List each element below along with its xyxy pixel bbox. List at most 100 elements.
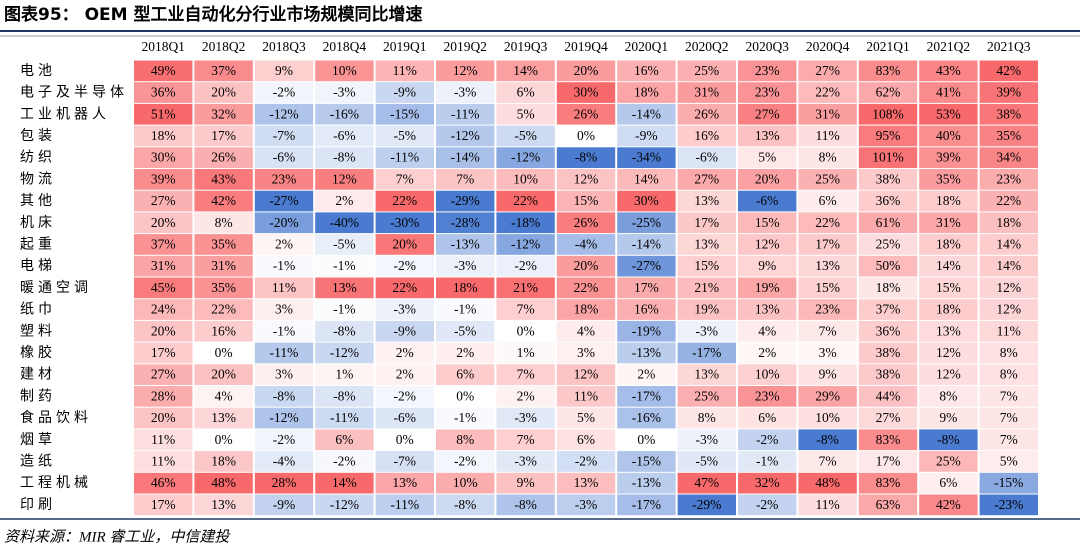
heat-cell [556, 255, 616, 277]
heat-cell [858, 60, 918, 82]
heat-cell [556, 299, 616, 320]
heat-cell [496, 320, 555, 342]
cell-label: 51% [151, 106, 176, 121]
cell-label: 26% [574, 215, 599, 230]
heat-cell [194, 103, 253, 125]
cell-label: -8% [333, 323, 356, 338]
heat-cell [375, 299, 434, 320]
heat-cell [436, 494, 495, 516]
cell-label: 10% [755, 367, 780, 382]
heat-cell [436, 299, 495, 320]
cell-label: 15% [694, 258, 719, 273]
cell-label: 16% [634, 302, 659, 317]
cell-label: 22% [815, 215, 840, 230]
cell-label: -2% [454, 454, 477, 469]
heat-cell [798, 320, 857, 342]
heat-cell [315, 125, 374, 147]
heat-cell [677, 82, 736, 103]
row-label: 印刷 [20, 497, 56, 513]
cell-label: 15% [815, 280, 840, 295]
heat-cell [556, 234, 616, 255]
cell-label: 23% [755, 85, 780, 100]
cell-label: 11% [393, 63, 417, 78]
heat-cell [979, 494, 1038, 516]
heat-cell [315, 364, 374, 385]
heat-cell [979, 320, 1038, 342]
cell-label: 11% [997, 323, 1021, 338]
heat-cell [919, 234, 978, 255]
heat-cell [194, 386, 253, 407]
heat-cell [919, 364, 978, 385]
heat-cell [979, 299, 1038, 320]
cell-label: 16% [694, 128, 719, 143]
heat-cell [134, 386, 193, 407]
heat-cell [315, 234, 374, 255]
cell-label: 30% [151, 150, 176, 165]
heat-cell [194, 320, 253, 342]
cell-label: 31% [694, 85, 719, 100]
heat-cell [556, 147, 616, 168]
cell-label: 9% [939, 410, 957, 425]
row-label: 包装 [20, 128, 56, 144]
cell-label: 15% [574, 193, 599, 208]
cell-label: 13% [936, 323, 961, 338]
heat-cell [436, 103, 495, 125]
heat-cell [919, 277, 978, 299]
cell-label: 39% [936, 150, 961, 165]
heat-cell [738, 342, 797, 364]
cell-label: -3% [514, 410, 537, 425]
cell-label: -3% [696, 323, 719, 338]
heat-cell [979, 103, 1038, 125]
cell-label: -8% [273, 388, 296, 403]
cell-label: 17% [211, 128, 236, 143]
heat-cell [556, 320, 616, 342]
cell-label: 35% [996, 128, 1021, 143]
cell-label: -17% [632, 497, 661, 512]
cell-label: 16% [211, 323, 236, 338]
heat-cell [375, 472, 434, 494]
heat-cell [798, 212, 857, 234]
cell-label: 22% [211, 302, 236, 317]
cell-label: 7% [1000, 410, 1018, 425]
heat-cell [134, 299, 193, 320]
cell-label: 2% [275, 237, 293, 252]
heat-cell [919, 472, 978, 494]
cell-label: 9% [758, 258, 776, 273]
cell-label: 25% [694, 63, 719, 78]
heat-cell [254, 125, 314, 147]
cell-label: 2% [758, 345, 776, 360]
heat-cell [436, 472, 495, 494]
cell-label: -3% [454, 258, 477, 273]
heat-cell [738, 407, 797, 429]
cell-label: 13% [694, 367, 719, 382]
cell-label: -1% [756, 454, 779, 469]
cell-label: 20% [151, 323, 176, 338]
cell-label: -13% [451, 237, 480, 252]
column-header: 2020Q3 [745, 39, 789, 54]
cell-label: 7% [1000, 388, 1018, 403]
heat-cell [194, 125, 253, 147]
cell-label: -3% [575, 497, 598, 512]
heat-cell [979, 364, 1038, 385]
heat-cell [677, 451, 736, 472]
cell-label: 29% [815, 388, 840, 403]
heat-cell [919, 125, 978, 147]
heat-cell [738, 147, 797, 168]
cell-label: 18% [936, 302, 961, 317]
cell-label: 12% [936, 367, 961, 382]
cell-label: -11% [330, 410, 359, 425]
heat-cell [979, 386, 1038, 407]
heat-cell [677, 429, 736, 451]
cell-label: 19% [755, 280, 780, 295]
cell-label: 7% [819, 454, 837, 469]
heat-cell [315, 407, 374, 429]
heat-cell [134, 82, 193, 103]
heat-cell [919, 103, 978, 125]
heat-cell [375, 103, 434, 125]
heat-cell [254, 451, 314, 472]
heat-cell [254, 60, 314, 82]
cell-label: 38% [876, 345, 901, 360]
cell-label: 17% [151, 345, 176, 360]
cell-label: 25% [694, 388, 719, 403]
cell-label: 21% [513, 280, 538, 295]
